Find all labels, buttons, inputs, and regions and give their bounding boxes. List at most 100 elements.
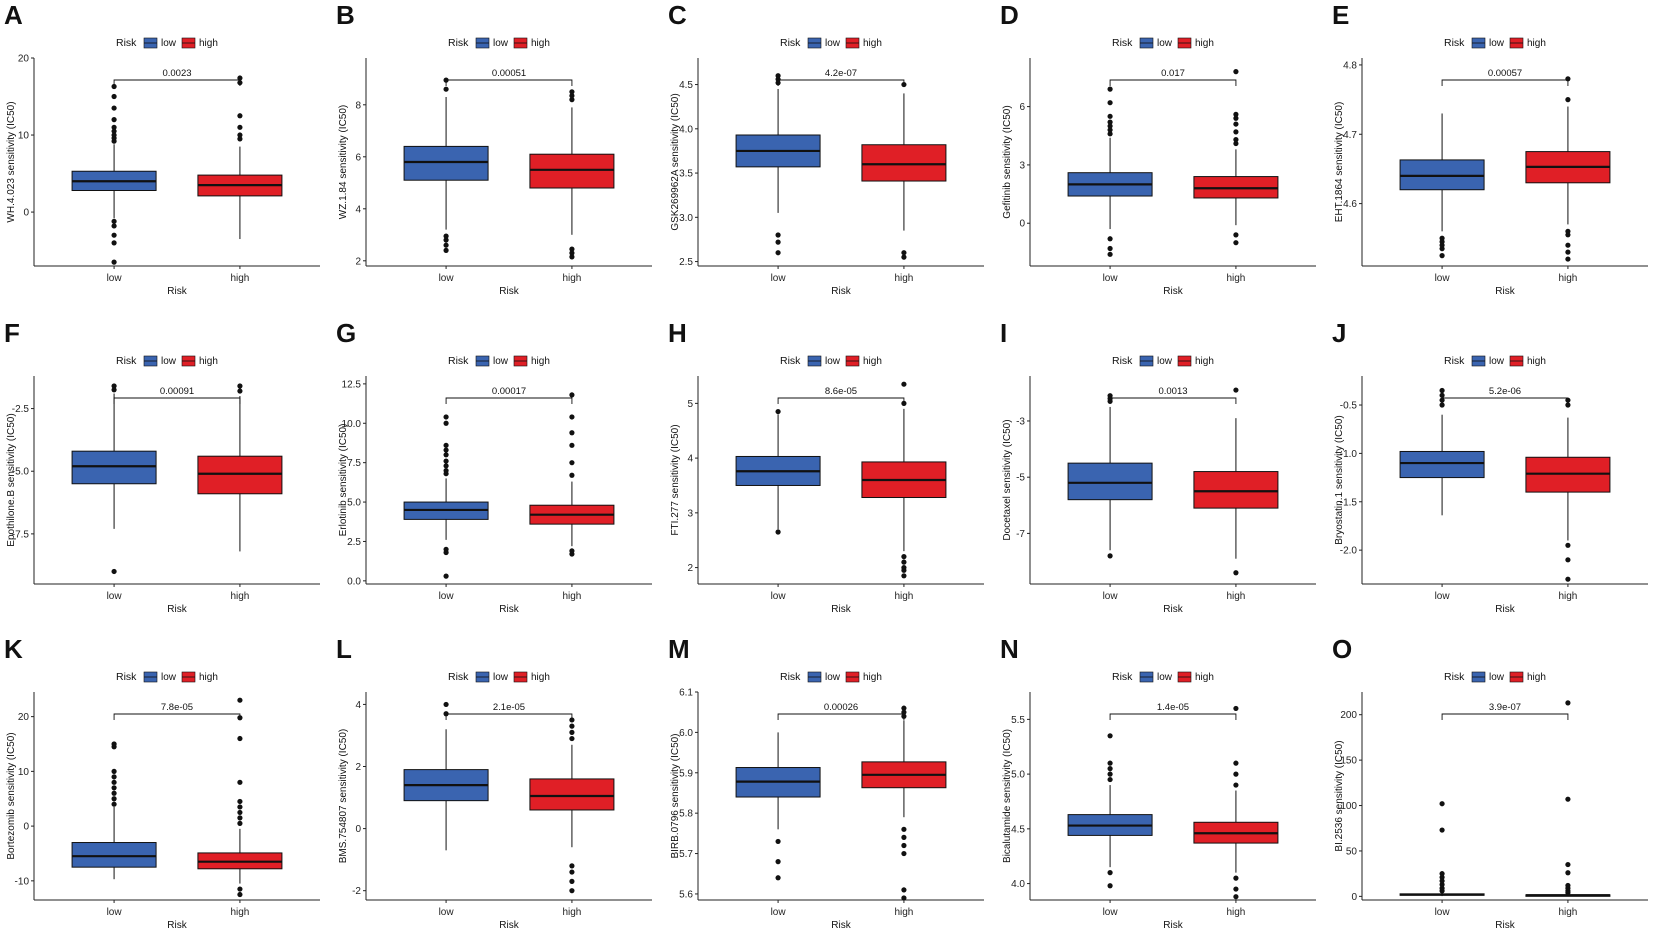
box-low: [735, 73, 821, 256]
outlier-point: [111, 779, 117, 785]
y-tick-label: -2.5: [12, 404, 30, 415]
p-value: 3.9e-07: [1489, 702, 1521, 713]
outlier-point: [901, 834, 907, 840]
outlier-point: [111, 105, 117, 111]
x-tick-label-low: low: [439, 273, 455, 284]
legend-label-high: high: [199, 356, 218, 367]
outlier-point: [111, 785, 117, 791]
outlier-point: [1107, 766, 1113, 772]
legend-title: Risk: [780, 37, 801, 49]
x-axis-title: Risk: [831, 920, 851, 931]
significance-bracket: [1441, 397, 1569, 404]
outlier-point: [237, 697, 243, 703]
y-tick-label: 4: [355, 204, 361, 215]
legend-label-low: low: [825, 38, 841, 49]
outlier-point: [443, 467, 449, 474]
chart-panel-j: J Risk low high -2.0 -1.5 -1.0 -0.5 Bryostatin.1…: [1332, 318, 1648, 615]
y-tick-label: 150: [1340, 756, 1357, 767]
outlier-point: [901, 709, 907, 715]
box-iqr: [861, 144, 947, 182]
outlier-point: [569, 460, 575, 466]
y-axis-title: Gefitinib sensitivity (IC50): [1002, 105, 1013, 218]
legend-title: Risk: [116, 37, 137, 49]
y-axis-title: GSK269962A sensitivity (IC50): [670, 93, 681, 230]
y-tick-label: 2.5: [679, 257, 693, 268]
box-high: [529, 717, 615, 894]
legend-title: Risk: [1444, 37, 1465, 49]
outlier-point: [443, 242, 449, 248]
y-tick-label: 3.0: [679, 213, 693, 224]
box-high: [861, 381, 947, 579]
x-tick-label-low: low: [107, 273, 123, 284]
x-tick-label-low: low: [107, 907, 123, 918]
outlier-point: [237, 886, 243, 892]
outlier-point: [1439, 392, 1445, 398]
y-tick-label: 6.0: [679, 728, 693, 739]
outlier-point: [1233, 137, 1239, 143]
significance-bracket: [113, 79, 241, 86]
legend-title: Risk: [1444, 355, 1465, 367]
y-axis-title: Epothilone.B sensitivity (IC50): [6, 413, 17, 546]
x-tick-label-high: high: [1226, 273, 1245, 284]
significance-bracket: [777, 79, 905, 86]
box-iqr: [1399, 450, 1485, 479]
y-tick-label: 8: [355, 100, 361, 111]
x-tick-label-high: high: [562, 273, 581, 284]
outlier-point: [1233, 771, 1239, 777]
outlier-point: [1233, 782, 1239, 788]
x-tick-label-low: low: [1103, 591, 1119, 602]
outlier-point: [1439, 871, 1445, 877]
outlier-point: [569, 97, 575, 103]
outlier-point: [111, 259, 117, 265]
outlier-point: [1439, 885, 1445, 891]
legend-title: Risk: [1444, 671, 1465, 683]
x-tick-label-high: high: [1558, 273, 1577, 284]
legend: Risk low high: [448, 671, 550, 683]
x-axis-title: Risk: [1163, 604, 1183, 615]
outlier-point: [111, 790, 117, 796]
outlier-point: [569, 878, 575, 884]
y-tick-label: 4: [687, 454, 693, 465]
outlier-point: [775, 529, 781, 535]
y-tick-label: 5.7: [679, 849, 693, 860]
outlier-point: [1565, 861, 1571, 868]
y-tick-label: 6.1: [679, 688, 693, 699]
y-axis-title: Bortezomib sensitivity (IC50): [6, 732, 17, 859]
outlier-point: [569, 442, 575, 448]
outlier-point: [1233, 894, 1239, 900]
outlier-point: [1565, 97, 1571, 103]
chart-panel-d: D Risk low high 0 3 6 Gefitinib sensitivity (IC…: [1000, 0, 1316, 297]
legend-title: Risk: [116, 355, 137, 367]
outlier-point: [901, 826, 907, 832]
outlier-point: [775, 408, 781, 415]
box-low: [403, 414, 489, 579]
p-value: 0.0023: [162, 68, 191, 79]
outlier-point: [443, 86, 449, 92]
outlier-point: [775, 232, 781, 238]
box-iqr: [403, 145, 489, 181]
outlier-point: [443, 463, 449, 469]
outlier-point: [569, 723, 575, 729]
legend: Risk low high: [780, 355, 882, 367]
outlier-point: [1565, 402, 1571, 408]
significance-bracket: [113, 713, 241, 720]
outlier-point: [775, 859, 781, 865]
y-tick-label: 4.8: [1343, 60, 1357, 71]
panel-letter: M: [668, 634, 690, 664]
significance-bracket: [1441, 79, 1569, 86]
legend-title: Risk: [1112, 355, 1133, 367]
outlier-point: [237, 820, 243, 826]
outlier-point: [901, 573, 907, 579]
legend-title: Risk: [780, 355, 801, 367]
legend-label-low: low: [825, 356, 841, 367]
x-axis-title: Risk: [1163, 920, 1183, 931]
legend-label-low: low: [1489, 38, 1505, 49]
x-tick-label-high: high: [894, 907, 913, 918]
significance-bracket: [1441, 713, 1569, 720]
box-high: [1525, 76, 1611, 262]
y-tick-label: -1.0: [1340, 449, 1358, 460]
y-tick-label: 10: [18, 767, 30, 778]
box-low: [71, 383, 157, 575]
